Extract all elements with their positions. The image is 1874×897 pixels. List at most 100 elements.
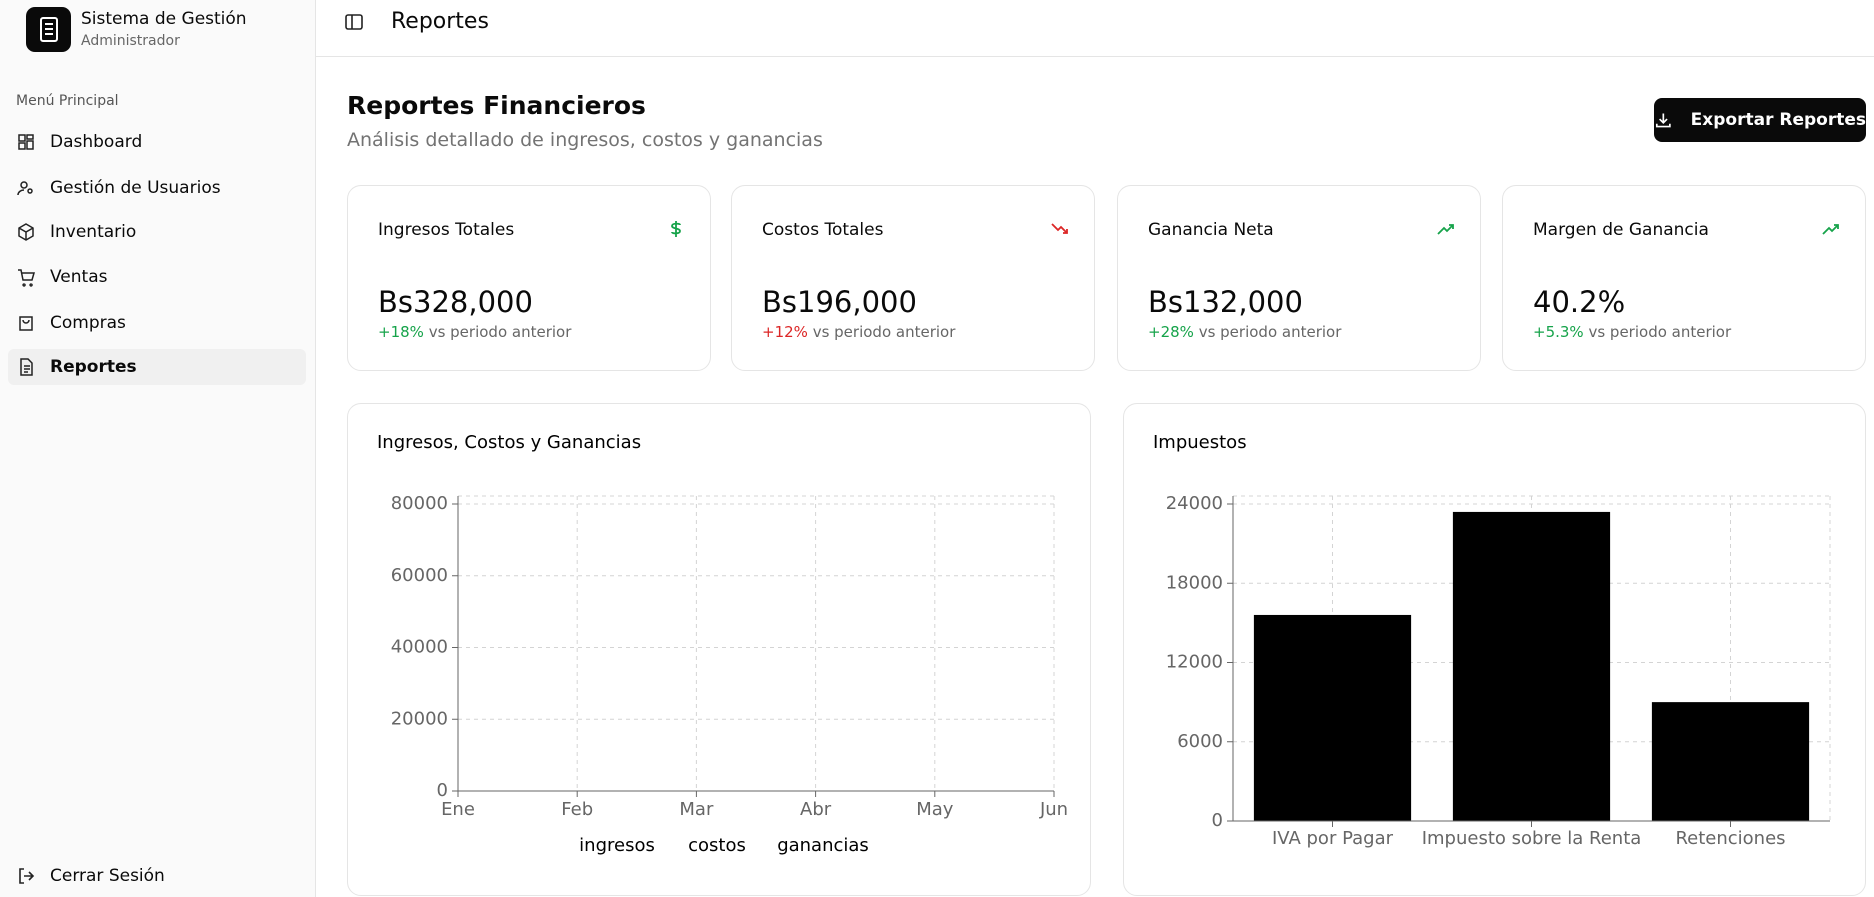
download-icon [1655, 113, 1671, 128]
stat-note: vs periodo anterior [1588, 323, 1732, 341]
menu-item[interactable]: Gestión de Usuarios [16, 170, 296, 206]
menu-text: Dashboard [50, 132, 143, 152]
y-tick-label: 60000 [391, 565, 448, 586]
x-tick-label: Feb [561, 799, 593, 820]
stat-change: +18% [378, 323, 424, 341]
stat-icon [1822, 224, 1839, 235]
y-tick-label: 80000 [391, 493, 448, 514]
menu-text: Gestión de Usuarios [50, 178, 221, 198]
chart-title: Ingresos, Costos y Ganancias [377, 432, 641, 453]
topbar: Reportes [316, 0, 1874, 57]
stat-note: vs periodo anterior [1198, 323, 1342, 341]
stat-value: Bs132,000 [1148, 285, 1303, 319]
export-text: Exportar Reportes [1690, 110, 1866, 130]
x-tick-label: Jun [1039, 799, 1068, 820]
x-tick-label: May [916, 799, 954, 820]
stat-card: Costos Totales Bs196,000 +12% vs periodo a… [731, 185, 1095, 371]
bar [1253, 614, 1412, 821]
menu-item[interactable]: Ventas [16, 259, 296, 295]
chart-card [347, 403, 1091, 896]
stat-change-row: +28% vs periodo anterior [1148, 323, 1341, 341]
header-title: Reportes [391, 9, 489, 34]
stat-icon [1437, 224, 1454, 235]
stat-change: +5.3% [1533, 323, 1584, 341]
stat-change-row: +12% vs periodo anterior [762, 323, 955, 341]
menu-text: Reportes [50, 357, 137, 377]
chart-title: Impuestos [1153, 432, 1247, 453]
menu-item[interactable]: Inventario [16, 214, 296, 250]
stat-value: Bs196,000 [762, 285, 917, 319]
legend-entry: ganancias [777, 835, 869, 856]
y-tick-label: 40000 [391, 637, 448, 658]
menu-icon [19, 316, 33, 331]
stat-icon-path [1051, 223, 1068, 234]
x-tick-label: Mar [679, 799, 714, 820]
x-tick-label: IVA por Pagar [1272, 828, 1394, 849]
menu-text: Ventas [50, 267, 108, 287]
legend-entry: costos [688, 835, 746, 856]
y-tick-label: 0 [437, 780, 448, 801]
stat-card: Ingresos Totales Bs328,000 +18% vs periodo… [347, 185, 711, 371]
menu-icon-path [20, 358, 33, 376]
menu-item[interactable]: Reportes [8, 349, 306, 385]
menu-icon-path [18, 134, 34, 150]
logo [26, 7, 71, 52]
menu-icon-path [19, 316, 33, 331]
menu-icon [18, 134, 34, 150]
stat-note: vs periodo anterior [812, 323, 956, 341]
menu-item[interactable]: Dashboard [16, 124, 296, 160]
menu-item[interactable]: Compras [16, 305, 296, 341]
page-subtitle: Análisis detallado de ingresos, costos y… [347, 129, 823, 151]
y-tick-label: 6000 [1177, 731, 1223, 752]
stat-card: Margen de Ganancia 40.2% +5.3% vs periodo … [1502, 185, 1866, 371]
menu-icon [20, 358, 33, 376]
stat-label: Margen de Ganancia [1533, 220, 1709, 240]
stat-icon [1051, 223, 1068, 234]
y-tick-label: 24000 [1166, 493, 1223, 514]
logout[interactable]: Cerrar Sesión [16, 858, 296, 894]
y-tick-label: 12000 [1166, 652, 1223, 673]
x-tick-label: Abr [800, 799, 832, 820]
menu-icon [17, 181, 33, 196]
bar [1651, 702, 1810, 821]
stat-label: Ingresos Totales [378, 220, 515, 240]
stat-icon-path [671, 221, 681, 237]
y-tick-label: 20000 [391, 708, 448, 729]
stat-note: vs periodo anterior [428, 323, 572, 341]
menu-icon-path [18, 269, 35, 287]
sidebar-toggle[interactable] [344, 12, 364, 32]
app-title: Sistema de Gestión [81, 9, 247, 29]
menu-icon [18, 223, 34, 241]
y-tick-label: 18000 [1166, 572, 1223, 593]
x-tick-label: Impuesto sobre la Renta [1422, 828, 1642, 849]
stat-change-row: +18% vs periodo anterior [378, 323, 571, 341]
menu-text: Compras [50, 313, 126, 333]
menu-icon [18, 269, 35, 287]
bar [1452, 511, 1611, 821]
stat-label: Costos Totales [762, 220, 884, 240]
menu-text: Inventario [50, 222, 137, 242]
y-tick-label: 0 [1212, 810, 1223, 831]
stat-icon-path [1437, 224, 1454, 235]
stat-label: Ganancia Neta [1148, 220, 1274, 240]
stat-icon-path [1822, 224, 1839, 235]
x-tick-label: Ene [441, 799, 475, 820]
stat-card: Ganancia Neta Bs132,000 +28% vs periodo an… [1117, 185, 1481, 371]
export-button[interactable]: Exportar Reportes [1654, 98, 1866, 142]
stat-value: Bs328,000 [378, 285, 533, 319]
logout-icon [19, 868, 35, 884]
menu-icon-path [17, 181, 33, 196]
sidebar: Sistema de Gestión Administrador Menú Pr… [0, 0, 316, 897]
stat-change-row: +5.3% vs periodo anterior [1533, 323, 1731, 341]
logout-text: Cerrar Sesión [50, 866, 165, 886]
stat-change: +12% [762, 323, 808, 341]
stat-change: +28% [1148, 323, 1194, 341]
menu-label: Menú Principal [16, 93, 119, 109]
x-tick-label: Retenciones [1675, 828, 1785, 849]
page-title: Reportes Financieros [347, 91, 646, 120]
legend-entry: ingresos [579, 835, 655, 856]
stat-icon [671, 221, 681, 237]
stat-value: 40.2% [1533, 285, 1626, 319]
